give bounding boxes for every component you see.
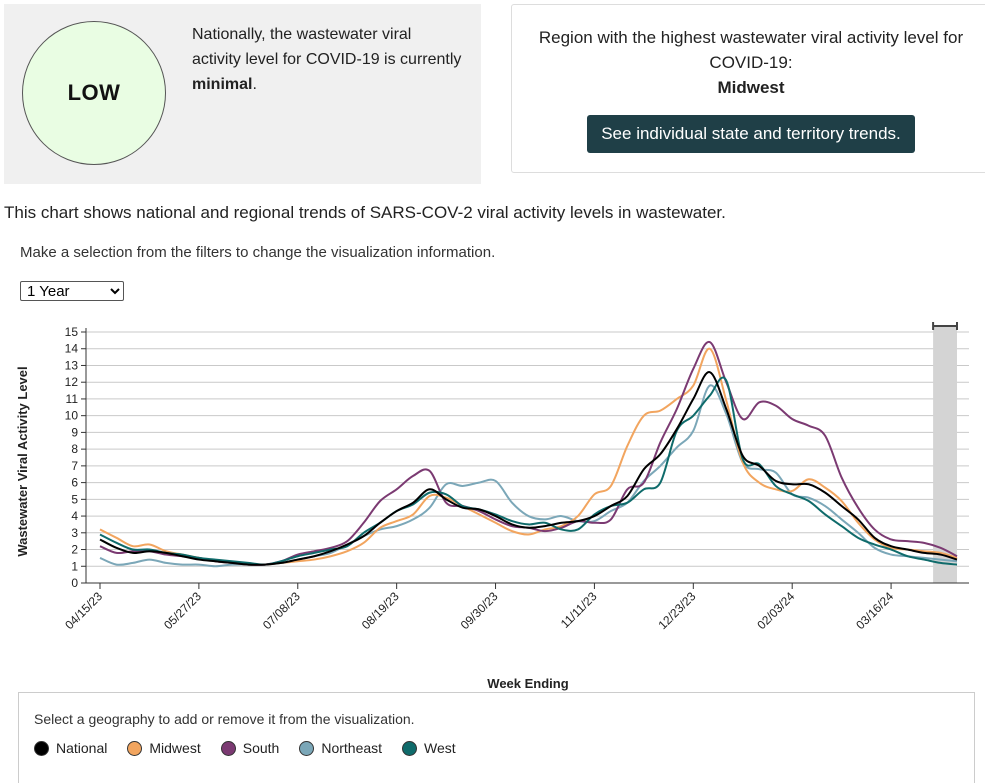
y-tick-label: 11 — [66, 392, 79, 406]
summary-text-start: Nationally, the wastewater viral activit… — [192, 26, 462, 68]
legend-item-northeast[interactable]: Northeast — [299, 740, 382, 756]
legend-panel: Select a geography to add or remove it f… — [18, 692, 975, 783]
legend-instructions: Select a geography to add or remove it f… — [34, 711, 415, 727]
legend-item-national[interactable]: National — [34, 740, 107, 756]
provisional-data-shading — [933, 326, 957, 583]
x-tick-label: 08/19/23 — [359, 589, 402, 632]
level-badge: LOW — [22, 21, 166, 165]
series-line-northeast[interactable] — [99, 384, 958, 568]
legend-item-midwest[interactable]: Midwest — [127, 740, 201, 756]
x-tick-label: 12/23/23 — [655, 589, 698, 632]
summary-level-word: minimal — [192, 76, 253, 93]
legend-label: National — [56, 740, 108, 756]
x-tick-label: 05/27/23 — [161, 589, 204, 632]
y-tick-label: 8 — [71, 442, 78, 456]
legend-swatch — [34, 740, 49, 756]
y-tick-label: 4 — [71, 509, 78, 523]
x-tick-label: 04/15/23 — [62, 589, 105, 632]
legend-swatch — [402, 740, 418, 756]
legend-label: Midwest — [149, 740, 201, 756]
y-tick-label: 2 — [71, 543, 78, 557]
y-tick-label: 13 — [65, 358, 79, 372]
legend-swatch — [127, 740, 143, 756]
legend-label: Northeast — [321, 740, 383, 756]
time-range-select[interactable]: 1 Year — [20, 281, 124, 301]
national-summary-panel: LOW Nationally, the wastewater viral act… — [4, 4, 481, 184]
legend-items: National Midwest South Northeast West — [34, 740, 456, 756]
chart-description: This chart shows national and regional t… — [4, 203, 726, 222]
legend-item-west[interactable]: West — [402, 740, 456, 756]
state-trends-button[interactable]: See individual state and territory trend… — [587, 115, 915, 153]
y-axis-title: Wastewater Viral Activity Level — [15, 366, 30, 556]
series-line-south[interactable] — [99, 341, 958, 566]
x-tick-label: 07/08/23 — [260, 589, 303, 632]
chart-gridlines — [86, 331, 969, 584]
provisional-range-bracket[interactable] — [932, 322, 958, 330]
y-tick-label: 7 — [71, 459, 78, 473]
series-line-west[interactable] — [99, 376, 958, 566]
x-tick-label: 09/30/23 — [458, 589, 501, 632]
legend-swatch — [220, 740, 236, 756]
y-tick-label: 15 — [65, 325, 79, 339]
highest-region-card: Region with the highest wastewater viral… — [511, 4, 985, 173]
y-tick-label: 10 — [65, 409, 79, 423]
y-tick-label: 5 — [71, 492, 78, 506]
y-tick-label: 6 — [71, 476, 78, 490]
filter-instructions: Make a selection from the filters to cha… — [20, 244, 496, 261]
y-tick-label: 3 — [71, 526, 78, 540]
region-heading: Region with the highest wastewater viral… — [538, 28, 964, 72]
y-tick-label: 1 — [71, 559, 78, 573]
y-tick-label: 12 — [65, 375, 79, 389]
x-tick-label: 03/16/24 — [853, 589, 896, 632]
y-tick-label: 0 — [71, 576, 78, 590]
legend-label: West — [424, 740, 456, 756]
legend-label: South — [242, 740, 280, 756]
x-axis-title: Week Ending — [487, 676, 568, 691]
summary-text-end: . — [252, 76, 257, 93]
national-summary-text: Nationally, the wastewater viral activit… — [192, 22, 462, 97]
x-tick-label: 11/11/23 — [558, 589, 600, 631]
chart-series — [99, 341, 958, 568]
highest-region-name: Midwest — [717, 78, 785, 97]
legend-item-south[interactable]: South — [220, 740, 280, 756]
legend-swatch — [299, 740, 315, 756]
y-tick-label: 9 — [71, 425, 78, 439]
series-line-national[interactable] — [99, 371, 958, 566]
x-tick-label: 02/03/24 — [754, 589, 797, 632]
y-tick-label: 14 — [65, 342, 79, 356]
